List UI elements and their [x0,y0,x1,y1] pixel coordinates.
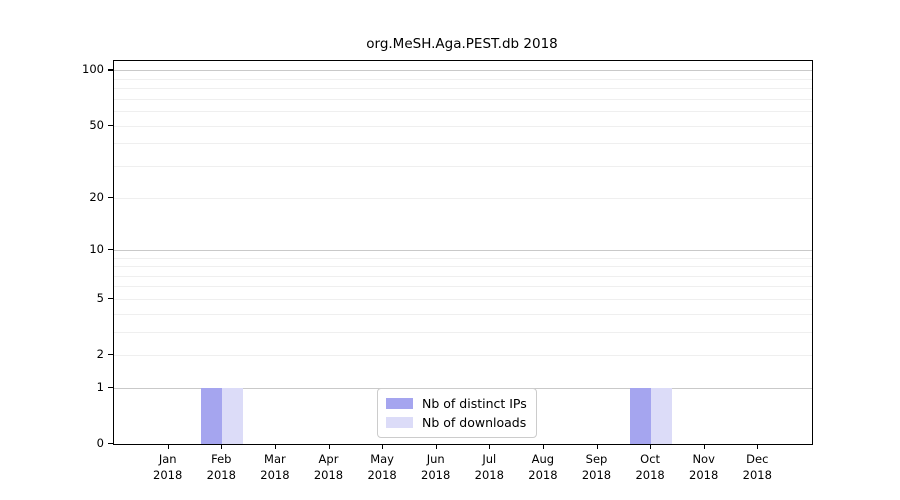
y-tick-label: 5 [96,290,104,305]
gridline-minor [114,266,812,268]
y-tick-label: 100 [82,62,104,77]
x-tick-month: Sep [585,452,608,466]
y-tick-mark [108,443,113,445]
x-tick-label-apr: Apr 2018 [299,451,359,483]
gridline-minor [114,298,812,300]
y-tick-mark [108,386,113,389]
x-tick-mark [274,444,277,449]
x-tick-label-feb: Feb 2018 [191,451,251,483]
x-tick-mark [650,444,652,449]
gridline-minor [114,125,812,127]
x-tick-mark [596,444,598,449]
gridline-minor [114,111,812,113]
bar-distinct-ips-oct [630,387,652,444]
gridline-minor [114,197,812,199]
gridline-minor [114,98,812,100]
x-tick-mark [435,444,437,449]
y-tick-label: 20 [89,189,104,204]
gridline-minor [114,286,812,288]
legend-item: Nb of distinct IPs [386,394,527,413]
y-tick-label: 10 [89,241,104,256]
gridline-minor [114,331,812,333]
x-tick-mark [382,444,384,449]
x-tick-mark [328,444,330,449]
x-tick-mark [703,444,705,449]
x-tick-month: Apr [318,452,339,466]
x-tick-month: Oct [640,452,661,466]
x-tick-mark [221,444,223,449]
x-tick-label-dec: Dec 2018 [727,451,787,483]
gridline-minor [114,355,812,357]
y-tick-label: 0 [96,436,104,450]
x-tick-label-nov: Nov 2018 [674,451,734,483]
legend-label: Nb of distinct IPs [422,396,527,411]
bar-downloads-oct [651,387,673,444]
x-tick-year: 2018 [635,468,665,482]
x-tick-year: 2018 [206,468,236,482]
y-tick-mark [108,124,113,126]
y-tick-mark [108,297,113,300]
gridline-minor [114,88,812,90]
x-tick-month: Jun [426,452,445,466]
gridline-major [114,70,812,72]
legend-swatch [386,417,413,428]
x-tick-mark [542,444,545,449]
x-tick-label-may: May 2018 [352,451,412,483]
x-tick-mark [489,444,491,449]
chart-title: org.MeSH.Aga.PEST.db 2018 [366,36,558,52]
legend-item: Nb of downloads [386,413,527,432]
gridline-minor [114,143,812,145]
x-tick-label-mar: Mar 2018 [245,451,305,483]
x-tick-year: 2018 [474,468,504,482]
gridline-minor [114,78,812,80]
y-tick-label: 1 [96,379,104,394]
x-tick-month: Jan [158,452,177,466]
gridline-minor [114,275,812,277]
plot-area [113,60,813,445]
x-tick-year: 2018 [367,468,397,482]
y-tick-mark [108,196,113,198]
y-tick-mark [108,69,113,71]
x-tick-year: 2018 [313,468,344,482]
x-tick-label-jan: Jan 2018 [138,451,198,483]
legend-swatch [386,398,413,409]
x-tick-mark [167,444,169,449]
x-tick-label-oct: Oct 2018 [620,451,680,483]
x-tick-label-jul: Jul 2018 [459,451,519,483]
y-tick-mark [108,248,113,251]
x-tick-year: 2018 [689,468,719,482]
legend: Nb of distinct IPs Nb of downloads [377,388,537,438]
gridline-major [114,249,812,251]
x-tick-year: 2018 [528,468,558,482]
x-tick-label-aug: Aug 2018 [513,451,573,483]
gridline-minor [114,257,812,259]
x-tick-month: Feb [211,452,232,466]
bar-distinct-ips-feb [201,387,223,444]
bar-downloads-feb [222,387,244,444]
y-tick-label: 2 [96,347,104,362]
x-tick-year: 2018 [742,468,772,482]
y-tick-label: 50 [89,117,104,132]
x-tick-month: Aug [531,452,555,466]
x-tick-year: 2018 [153,468,183,482]
x-tick-year: 2018 [581,468,612,482]
x-tick-mark [757,444,759,449]
x-tick-year: 2018 [260,468,290,482]
x-tick-label-sep: Sep 2018 [567,451,627,483]
x-tick-month: Mar [264,452,286,466]
x-tick-month: Jul [482,452,497,466]
x-tick-label-jun: Jun 2018 [406,451,466,483]
x-tick-month: Nov [692,452,715,466]
x-tick-month: Dec [746,452,769,466]
legend-label: Nb of downloads [422,415,527,430]
y-tick-mark [108,354,113,356]
gridline-minor [114,313,812,315]
x-tick-month: May [370,452,394,466]
gridline-minor [114,166,812,167]
x-tick-year: 2018 [421,468,451,482]
